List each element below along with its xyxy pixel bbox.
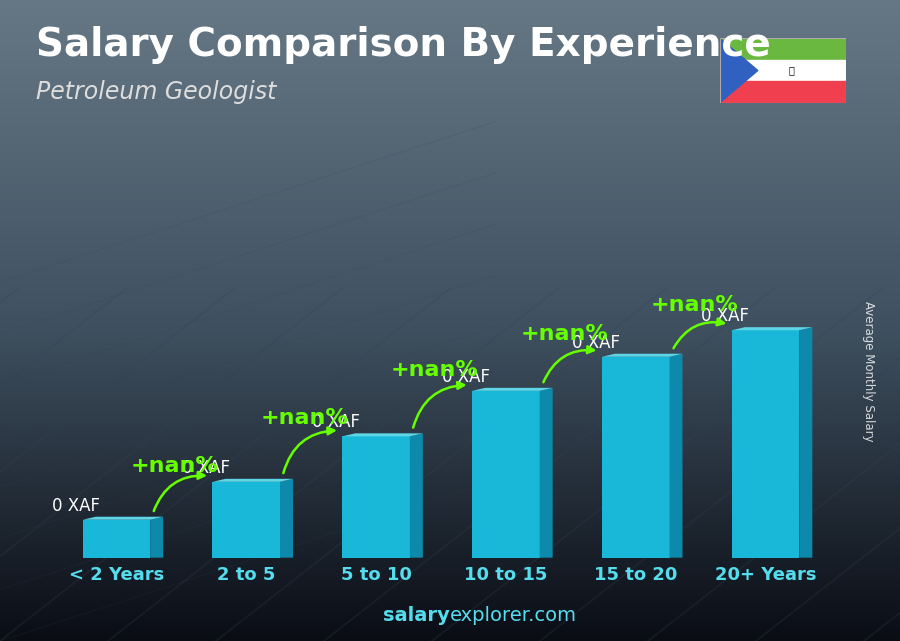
Polygon shape: [799, 327, 813, 558]
Text: 🌴: 🌴: [788, 65, 795, 76]
Text: Petroleum Geologist: Petroleum Geologist: [36, 80, 276, 104]
Text: 0 XAF: 0 XAF: [52, 497, 100, 515]
Text: +nan%: +nan%: [391, 360, 479, 380]
Text: 2 to 5: 2 to 5: [217, 566, 275, 584]
Text: +nan%: +nan%: [261, 408, 348, 428]
Polygon shape: [342, 433, 423, 437]
Bar: [720, 60, 846, 81]
Text: 0 XAF: 0 XAF: [311, 413, 360, 431]
Polygon shape: [280, 479, 293, 558]
Text: 5 to 10: 5 to 10: [340, 566, 411, 584]
Text: 20+ Years: 20+ Years: [715, 566, 816, 584]
Text: salary: salary: [383, 606, 450, 625]
Text: Average Monthly Salary: Average Monthly Salary: [862, 301, 875, 442]
Text: 10 to 15: 10 to 15: [464, 566, 547, 584]
Polygon shape: [212, 482, 280, 558]
Bar: [720, 38, 846, 60]
Polygon shape: [83, 520, 150, 558]
Polygon shape: [602, 354, 682, 357]
Text: 0 XAF: 0 XAF: [701, 307, 750, 325]
Text: 0 XAF: 0 XAF: [572, 334, 619, 352]
Polygon shape: [83, 517, 163, 520]
Polygon shape: [720, 38, 758, 103]
Polygon shape: [540, 388, 553, 558]
Bar: [720, 81, 846, 103]
Text: 0 XAF: 0 XAF: [442, 368, 490, 386]
Text: 0 XAF: 0 XAF: [182, 459, 230, 477]
Text: explorer.com: explorer.com: [450, 606, 577, 625]
Polygon shape: [342, 437, 410, 558]
Text: +nan%: +nan%: [520, 324, 608, 344]
Polygon shape: [670, 354, 682, 558]
Text: +nan%: +nan%: [651, 295, 738, 315]
Polygon shape: [472, 388, 553, 391]
Polygon shape: [410, 433, 423, 558]
Text: < 2 Years: < 2 Years: [68, 566, 164, 584]
Polygon shape: [212, 479, 293, 482]
Polygon shape: [472, 391, 540, 558]
Polygon shape: [602, 357, 670, 558]
Text: +nan%: +nan%: [131, 456, 219, 476]
Polygon shape: [732, 327, 813, 330]
Polygon shape: [732, 330, 799, 558]
Text: 15 to 20: 15 to 20: [594, 566, 678, 584]
Text: Salary Comparison By Experience: Salary Comparison By Experience: [36, 26, 770, 63]
Polygon shape: [150, 517, 163, 558]
